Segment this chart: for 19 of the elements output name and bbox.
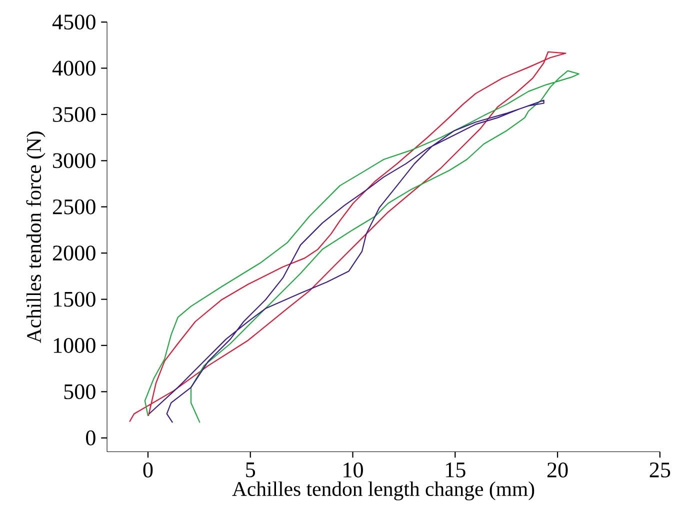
y-tick-label: 2500: [52, 199, 96, 214]
y-tick-label: 0: [86, 430, 96, 446]
y-tick-label: 4500: [52, 14, 96, 30]
x-tick-label: 10: [344, 462, 363, 478]
y-tick-label: 4000: [52, 60, 96, 76]
x-tick-label: 5: [246, 462, 256, 478]
x-tick-label: 25: [650, 462, 670, 478]
y-tick-label: 3500: [53, 107, 96, 122]
x-tick-label: 15: [446, 462, 466, 478]
x-tick-label: 0: [143, 462, 153, 478]
y-tick-label: 3000: [53, 153, 96, 168]
y-tick-label: 1500: [54, 292, 96, 307]
x-tick-label: 20: [547, 462, 568, 478]
x-axis-title: Achilles tendon length change (mm): [232, 482, 534, 500]
line-series: [148, 100, 544, 424]
y-tick-label: 2000: [52, 246, 96, 261]
y-tick-label: 1000: [54, 338, 96, 354]
y-tick-label: 500: [64, 384, 96, 400]
y-axis-title: Achilles tendon force (N): [26, 132, 46, 344]
